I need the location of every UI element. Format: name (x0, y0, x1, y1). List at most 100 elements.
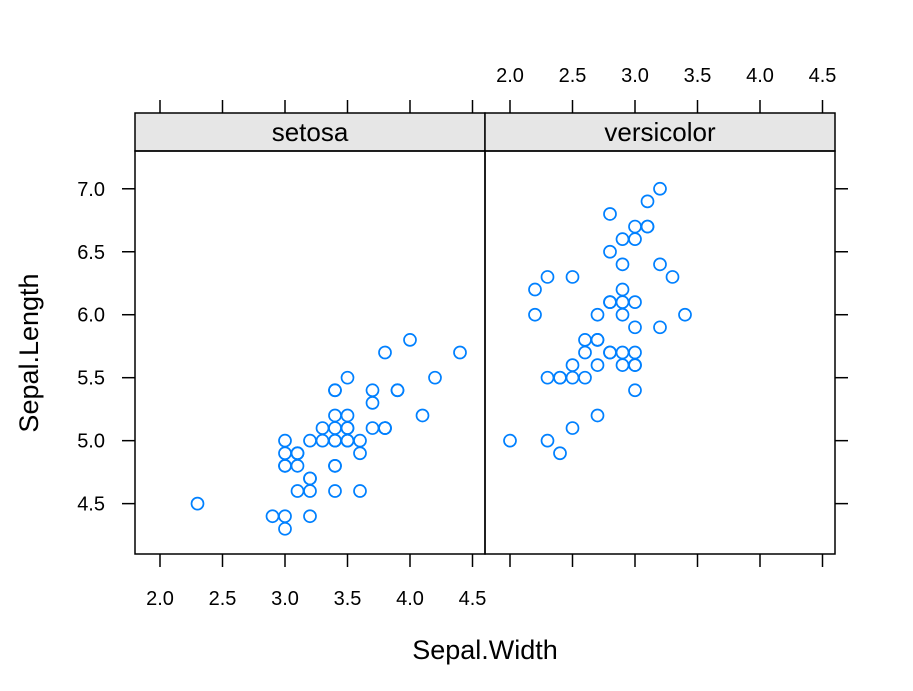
point (628, 320, 642, 335)
point (665, 270, 680, 284)
x-tick-label-bottom: 3.5 (334, 588, 362, 610)
point (340, 433, 355, 448)
point (628, 383, 642, 398)
point (628, 345, 642, 360)
point (628, 295, 642, 309)
point (303, 433, 317, 448)
y-tick-label: 5.5 (77, 368, 105, 390)
point (290, 446, 305, 461)
point (365, 383, 380, 398)
point (653, 257, 667, 272)
point (653, 181, 667, 196)
point (328, 458, 342, 473)
point (328, 484, 342, 498)
point (628, 358, 642, 372)
point (265, 509, 280, 524)
point (353, 484, 367, 498)
point (615, 232, 630, 247)
point (628, 219, 642, 234)
point (415, 408, 430, 423)
panel-versicolor: versicolor (484, 112, 836, 555)
point (615, 358, 630, 372)
point (603, 244, 617, 259)
point (340, 370, 355, 385)
x-tick-label-bottom: 4.5 (459, 588, 487, 610)
point (378, 345, 392, 360)
x-tick-label-bottom: 4.0 (396, 588, 424, 610)
x-tick-label-top: 3.0 (621, 65, 649, 87)
point (565, 370, 580, 385)
x-tick-label-top: 2.5 (559, 65, 587, 87)
point (678, 307, 692, 322)
point (565, 270, 580, 284)
strip-setosa (134, 112, 486, 152)
point (315, 421, 330, 435)
point (303, 484, 317, 498)
point (403, 333, 417, 347)
point (578, 333, 592, 347)
point (365, 421, 380, 435)
x-tick-label-top: 3.5 (684, 65, 712, 87)
point (528, 307, 542, 322)
x-tick-label-bottom: 2.5 (209, 588, 237, 610)
point (590, 307, 605, 322)
x-tick-label-bottom: 2.0 (146, 588, 174, 610)
point (453, 345, 467, 360)
point (278, 509, 292, 524)
x-tick-label-top: 4.5 (809, 65, 837, 87)
x-tick-label-top: 4.0 (746, 65, 774, 87)
y-tick-label: 6.5 (77, 242, 105, 264)
point (340, 408, 355, 423)
point (278, 433, 292, 448)
point (340, 421, 355, 435)
point (615, 257, 630, 272)
point (615, 295, 630, 309)
point (278, 521, 292, 536)
panels-layer: setosa versicolor (134, 112, 836, 555)
point (315, 433, 330, 448)
point (578, 370, 592, 385)
panel-setosa: setosa (134, 112, 486, 555)
point (328, 383, 342, 398)
point (590, 358, 605, 372)
point (590, 333, 605, 347)
x-axis-title: Sepal.Width (412, 635, 558, 665)
point (615, 307, 630, 322)
point (390, 383, 405, 398)
point (603, 295, 617, 309)
point (278, 458, 292, 473)
strip-label-setosa: setosa (272, 117, 349, 147)
point (615, 345, 630, 360)
y-tick-label: 5.0 (77, 431, 105, 453)
point (553, 370, 567, 385)
point (290, 458, 305, 473)
point (365, 396, 380, 410)
point (328, 421, 342, 435)
point (640, 194, 655, 209)
y-tick-label: 4.5 (77, 494, 105, 516)
point (603, 207, 617, 221)
y-tick-label: 7.0 (77, 179, 105, 201)
point (290, 484, 305, 498)
point (353, 433, 367, 448)
axis-ticks-layer: 2.0 2.5 3.0 3.5 4.0 4.5 2.0 2.5 3.0 3.5 4.0 4.5 4.5 5… (77, 65, 848, 610)
point (353, 446, 367, 461)
point (540, 370, 555, 385)
x-tick-label-bottom: 3.0 (271, 588, 299, 610)
panel-frame-setosa (134, 150, 486, 555)
strip-versicolor (484, 112, 836, 152)
point (328, 408, 342, 423)
point (540, 270, 555, 284)
points-versicolor (503, 181, 692, 461)
point (378, 421, 392, 435)
point (553, 446, 567, 461)
y-axis-title: Sepal.Length (14, 273, 44, 432)
point (503, 433, 517, 448)
point (603, 345, 617, 360)
point (540, 433, 555, 448)
point (428, 370, 442, 385)
point (653, 320, 667, 335)
points-setosa (190, 333, 467, 536)
point (328, 433, 342, 448)
